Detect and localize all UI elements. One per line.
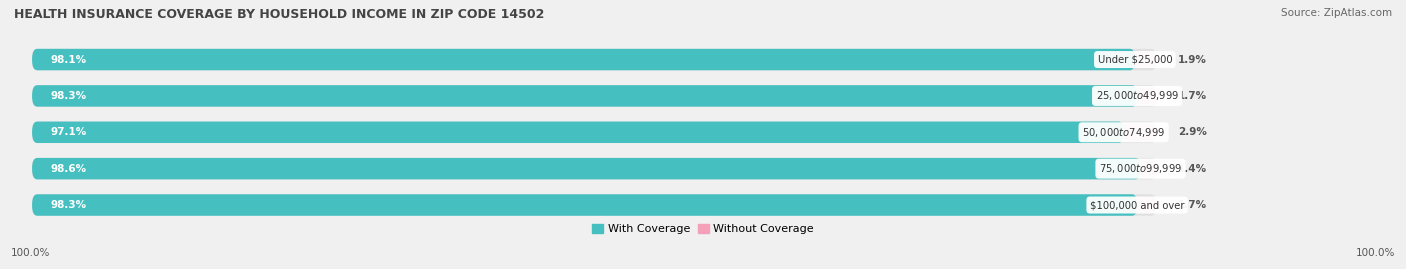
FancyBboxPatch shape	[32, 49, 1156, 70]
FancyBboxPatch shape	[1123, 125, 1156, 140]
Text: 1.9%: 1.9%	[1178, 55, 1206, 65]
FancyBboxPatch shape	[32, 158, 1156, 179]
FancyBboxPatch shape	[32, 85, 1156, 107]
Text: $50,000 to $74,999: $50,000 to $74,999	[1083, 126, 1166, 139]
Text: HEALTH INSURANCE COVERAGE BY HOUSEHOLD INCOME IN ZIP CODE 14502: HEALTH INSURANCE COVERAGE BY HOUSEHOLD I…	[14, 8, 544, 21]
FancyBboxPatch shape	[32, 122, 1156, 143]
Text: 2.9%: 2.9%	[1178, 127, 1206, 137]
Text: $100,000 and over: $100,000 and over	[1090, 200, 1184, 210]
Text: 1.7%: 1.7%	[1178, 91, 1208, 101]
Text: 100.0%: 100.0%	[1355, 248, 1395, 258]
FancyBboxPatch shape	[32, 194, 1156, 216]
FancyBboxPatch shape	[1135, 52, 1156, 67]
FancyBboxPatch shape	[32, 122, 1123, 143]
FancyBboxPatch shape	[32, 158, 1140, 179]
Text: 97.1%: 97.1%	[51, 127, 87, 137]
FancyBboxPatch shape	[32, 49, 1135, 70]
Text: $25,000 to $49,999: $25,000 to $49,999	[1095, 89, 1178, 102]
FancyBboxPatch shape	[1140, 161, 1156, 176]
Text: 100.0%: 100.0%	[11, 248, 51, 258]
FancyBboxPatch shape	[32, 85, 1137, 107]
Text: 98.3%: 98.3%	[51, 91, 86, 101]
Text: 98.1%: 98.1%	[51, 55, 86, 65]
Text: Under $25,000: Under $25,000	[1098, 55, 1173, 65]
Text: $75,000 to $99,999: $75,000 to $99,999	[1099, 162, 1182, 175]
FancyBboxPatch shape	[1137, 88, 1156, 104]
Text: 1.7%: 1.7%	[1178, 200, 1208, 210]
Text: Source: ZipAtlas.com: Source: ZipAtlas.com	[1281, 8, 1392, 18]
FancyBboxPatch shape	[1137, 197, 1156, 213]
Text: 1.4%: 1.4%	[1178, 164, 1208, 174]
Text: 98.6%: 98.6%	[51, 164, 86, 174]
FancyBboxPatch shape	[32, 194, 1137, 216]
Text: 98.3%: 98.3%	[51, 200, 86, 210]
Legend: With Coverage, Without Coverage: With Coverage, Without Coverage	[588, 220, 818, 239]
